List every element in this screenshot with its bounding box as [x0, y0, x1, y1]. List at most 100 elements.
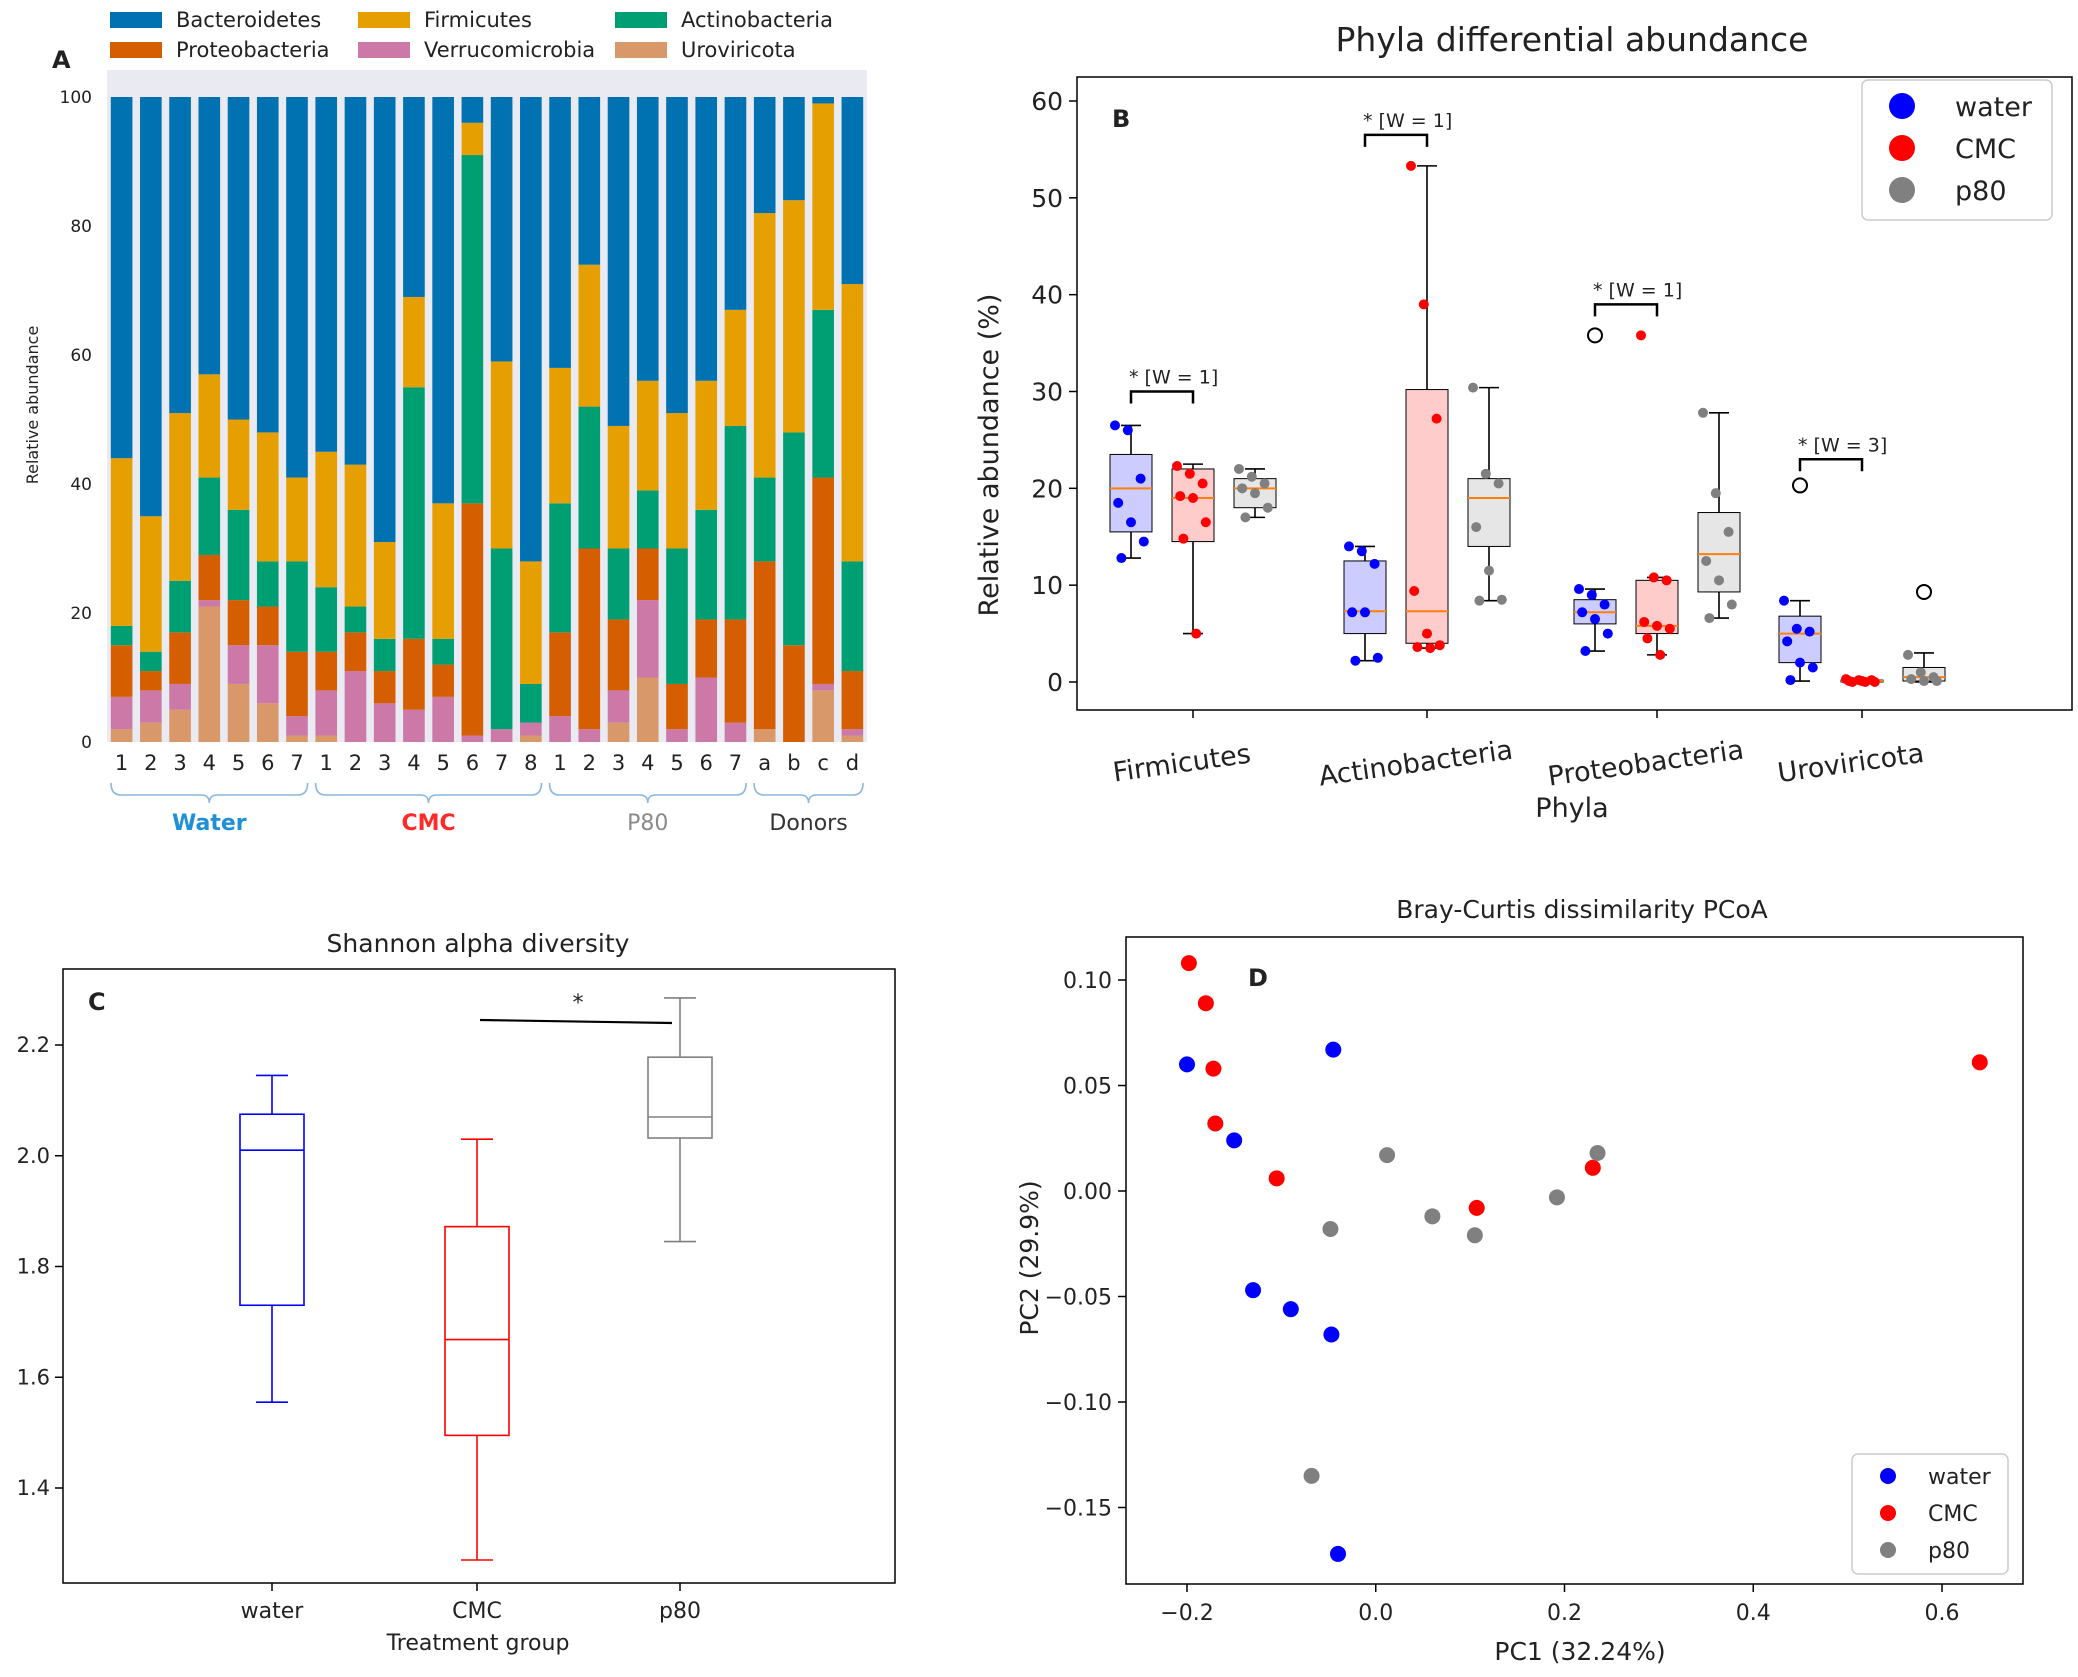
bar-segment-proteobacteria: [724, 619, 747, 723]
point-cmc: [1268, 1170, 1285, 1187]
bar-segment-bacteroidetes: [432, 97, 454, 504]
bar-segment-firmicutes: [169, 413, 191, 581]
bar-segment-proteobacteria: [286, 651, 308, 717]
bar-segment-firmicutes: [812, 103, 834, 310]
y-tick-label: 0.10: [1063, 969, 1112, 994]
significance-bracket-proteobacteria: [1593, 303, 1659, 317]
panel-a-label: A: [52, 46, 71, 74]
point-cmc-proteobacteria: [1664, 623, 1675, 634]
bar-segment-firmicutes: [432, 503, 454, 639]
legend-label-proteobacteria: Proteobacteria: [176, 38, 330, 62]
legend-label-water: water: [1955, 92, 2033, 123]
panel-a: A Bacteroidetes Firmicutes Actinobacteria P…: [23, 8, 867, 836]
group-label-p80: P80: [627, 811, 668, 836]
panel-c-title: Shannon alpha diversity: [327, 929, 630, 958]
legend-marker-p80: [1880, 1542, 1896, 1558]
group-bracket-water: [110, 782, 309, 804]
point-water-proteobacteria: [1574, 584, 1584, 595]
panel-c: Shannon alpha diversity C 1.4 1.6 1.8 2.0 2.…: [17, 929, 896, 1656]
bar-segment-verrucomicrobia: [286, 716, 308, 736]
y-tick-label: 50: [1031, 184, 1063, 213]
legend-label-cmc: CMC: [1928, 1502, 1978, 1527]
bar-segment-bacteroidetes: [461, 97, 484, 123]
x-tick-label: c: [817, 751, 829, 775]
bar-segment-verrucomicrobia: [578, 729, 601, 742]
bar-segment-proteobacteria: [169, 632, 191, 684]
bar-segment-verrucomicrobia: [724, 722, 747, 742]
box-cmc-firmicutes: [1171, 468, 1215, 543]
bar-segment-bacteroidetes: [315, 97, 338, 452]
bar-segment-uroviricota: [753, 729, 776, 742]
point-p80-uroviricota: [1906, 674, 1917, 685]
x-tick-label-firmicutes: Firmicutes: [1111, 739, 1253, 789]
significance-bracket-uroviricota: [1798, 458, 1864, 472]
point-cmc-firmicutes: [1172, 461, 1182, 472]
group-bracket-donors: [753, 782, 864, 804]
bar-segment-verrucomicrobia: [198, 600, 221, 607]
bar-segment-firmicutes: [403, 296, 425, 388]
point-water-firmicutes: [1138, 536, 1149, 547]
bar-segment-verrucomicrobia: [607, 690, 630, 723]
bar-segment-uroviricota: [812, 690, 834, 742]
panel-d-frame: [1125, 936, 2024, 1585]
bar-segment-proteobacteria: [315, 651, 338, 691]
point-p80-actinobacteria: [1496, 594, 1507, 605]
point-cmc: [1197, 995, 1214, 1012]
point-p80-firmicutes: [1250, 488, 1260, 499]
bar-segment-proteobacteria: [753, 561, 776, 730]
bar-segment-verrucomicrobia: [140, 690, 162, 723]
bar-segment-firmicutes: [227, 419, 250, 510]
legend-marker-water: [1880, 1468, 1896, 1484]
point-cmc: [1468, 1199, 1485, 1216]
point-water-firmicutes: [1110, 420, 1120, 431]
x-tick-label-water: water: [241, 1599, 305, 1624]
bar-segment-actinobacteria: [198, 477, 221, 555]
box-p80: [647, 1056, 713, 1139]
x-tick-label: 4: [203, 751, 216, 775]
point-water-uroviricota: [1782, 636, 1793, 647]
bar-segment-uroviricota: [286, 735, 308, 742]
bar-segment-proteobacteria: [549, 632, 571, 717]
point-cmc-proteobacteria: [1642, 633, 1653, 644]
bar-segment-verrucomicrobia: [461, 735, 484, 742]
bar-segment-bacteroidetes: [110, 97, 133, 459]
x-tick-label: 3: [173, 751, 186, 775]
y-tick-label: 0: [81, 733, 92, 753]
panel-b-title: Phyla differential abundance: [1336, 20, 1809, 59]
point-p80-firmicutes: [1234, 463, 1244, 474]
bar-segment-bacteroidetes: [783, 97, 805, 201]
point-p80: [1379, 1147, 1396, 1164]
bar-segment-verrucomicrobia: [812, 683, 834, 691]
point-p80-proteobacteria: [1714, 575, 1724, 586]
group-bracket-p80: [548, 782, 747, 804]
point-water: [1330, 1545, 1346, 1562]
point-cmc: [1971, 1054, 1988, 1071]
significance-bracket-firmicutes: [1129, 390, 1195, 404]
panel-d-y-axis-label: PC2 (29.9%): [1015, 1180, 1044, 1335]
bar-segment-bacteroidetes: [169, 97, 191, 414]
bar-segment-firmicutes: [286, 477, 308, 562]
bar-segment-bacteroidetes: [753, 97, 776, 214]
y-tick-label: 2.0: [17, 1144, 50, 1168]
point-water-firmicutes: [1135, 473, 1146, 484]
bar-segment-bacteroidetes: [578, 97, 601, 265]
point-cmc-uroviricota: [1847, 677, 1858, 687]
y-tick-label: 40: [70, 475, 92, 495]
bar-segment-firmicutes: [695, 380, 718, 510]
bar-segment-uroviricota: [256, 703, 279, 742]
bar-segment-verrucomicrobia: [403, 709, 425, 742]
y-tick-label: 20: [70, 604, 92, 624]
y-tick-label: −0.05: [1045, 1286, 1112, 1311]
panel-c-x-ticks: water CMC p80: [241, 1583, 701, 1624]
point-water-proteobacteria: [1599, 599, 1610, 610]
bar-segment-actinobacteria: [812, 309, 834, 478]
point-cmc-actinobacteria: [1422, 628, 1432, 639]
bar-segment-proteobacteria: [432, 664, 454, 697]
bar-segment-actinobacteria: [490, 548, 513, 730]
legend-marker-water: [1889, 93, 1915, 119]
significance-line: [479, 1018, 673, 1025]
bar-segment-verrucomicrobia: [520, 722, 542, 736]
point-p80-proteobacteria: [1726, 599, 1737, 610]
bar-segment-actinobacteria: [578, 406, 601, 549]
legend-swatch-firmicutes: [358, 12, 410, 28]
